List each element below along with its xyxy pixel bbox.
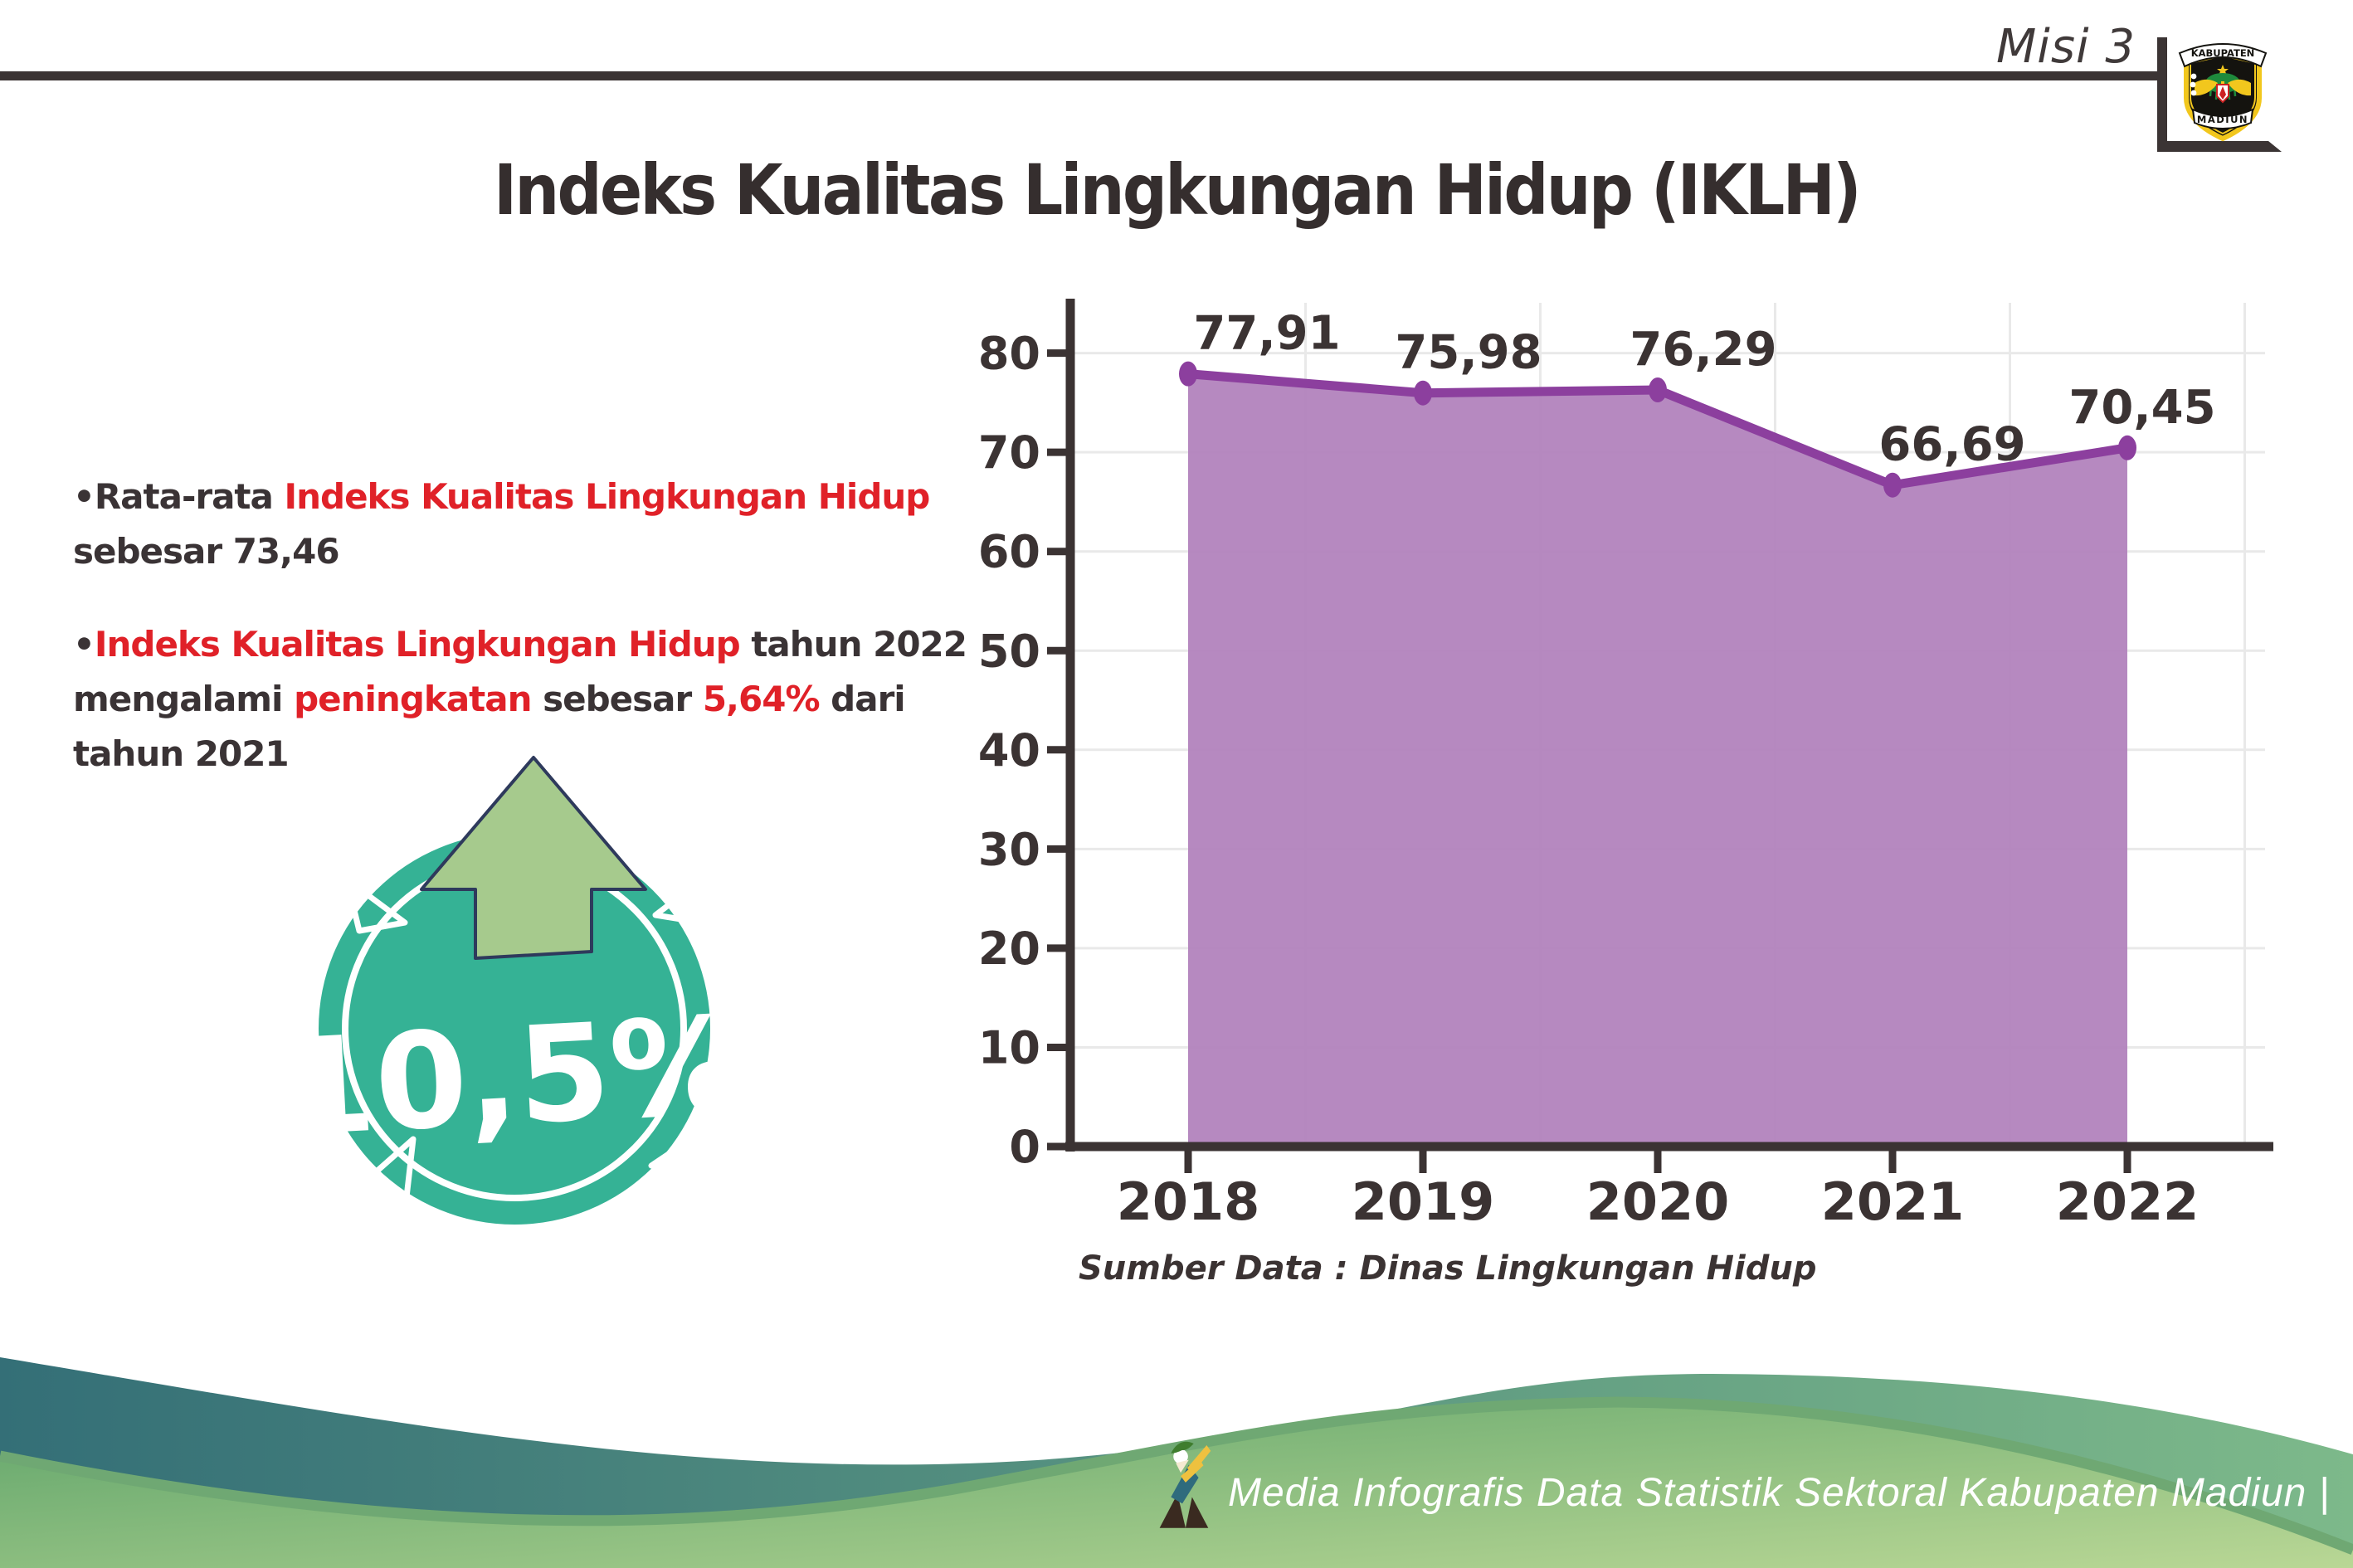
page-title: Indeks Kualitas Lingkungan Hidup (IKLH) xyxy=(493,149,1862,231)
x-tick-label: 2021 xyxy=(1821,1171,1965,1232)
bullet-text-segment: dari xyxy=(819,679,906,719)
logo-cotton-1 xyxy=(2190,73,2197,80)
y-tick-label: 40 xyxy=(978,724,1040,777)
x-tick-label: 2019 xyxy=(1352,1171,1495,1232)
logo-ribbon-bottom-text: MADIUN xyxy=(2197,114,2248,125)
logo-shield-inner-trim xyxy=(2190,54,2256,135)
bullet-list: •Rata-rata Indeks Kualitas Lingkungan Hi… xyxy=(73,470,1035,820)
kabupaten-madiun-logo: KABUPATEN MADIUN xyxy=(2178,43,2268,142)
logo-banner-top-text: KABUPATEN xyxy=(2191,47,2255,59)
green-wave-edge xyxy=(0,1396,2353,1556)
footer-waves xyxy=(0,1357,2353,1568)
logo-banner-top xyxy=(2178,43,2268,68)
y-tick-label: 10 xyxy=(978,1021,1040,1074)
x-tick-label: 2020 xyxy=(1586,1171,1730,1232)
mascot-scarf xyxy=(1176,1459,1189,1473)
bullet-text-segment: Indeks Kualitas Lingkungan Hidup xyxy=(94,624,741,665)
mascot-leg-left xyxy=(1159,1493,1186,1528)
x-tick-label: 2022 xyxy=(2056,1171,2200,1232)
data-point-marker xyxy=(1179,361,1197,387)
data-point-marker xyxy=(1883,472,1902,498)
mascot-arm-lower xyxy=(1181,1459,1204,1483)
footer-credit: Media Infografis Data Statistik Sektoral… xyxy=(1228,1471,2331,1515)
y-tick-label: 80 xyxy=(978,328,1040,380)
badge-spark-top-right xyxy=(652,869,715,927)
bullet-text-segment: sebesar xyxy=(531,679,703,719)
data-value-label: 75,98 xyxy=(1395,326,1542,380)
y-tick-label: 70 xyxy=(978,426,1040,479)
bullet-text-segment: tahun 2021 xyxy=(73,733,290,774)
bullet-line: •Rata-rata Indeks Kualitas Lingkungan Hi… xyxy=(73,470,1035,524)
data-point-marker xyxy=(1649,377,1667,402)
logo-wing-left xyxy=(2195,79,2218,96)
chart-source-note: Sumber Data : Dinas Lingkungan Hidup xyxy=(1079,1249,1816,1288)
bullet-text-segment: sebesar 73,46 xyxy=(73,531,340,572)
bullet-line: sebesar 73,46 xyxy=(73,524,1035,579)
iklh-area-chart: 0 10 20 30 40 50 60 70 80 2018 2019 2020 2021 2022 77,… xyxy=(978,299,2273,1288)
y-tick-label: 0 xyxy=(1009,1121,1040,1173)
bullet-item: •Rata-rata Indeks Kualitas Lingkungan Hi… xyxy=(73,470,1035,579)
bullet-line: •Indeks Kualitas Lingkungan Hidup tahun … xyxy=(73,617,1035,672)
misi-label: Misi 3 xyxy=(1995,20,2136,74)
data-value-label: 76,29 xyxy=(1630,323,1776,377)
y-tick-label: 30 xyxy=(978,823,1040,875)
bullet-text-segment: tahun 2022 xyxy=(739,624,967,665)
badge-spark-bottom-right xyxy=(648,1123,713,1175)
bullet-line: tahun 2021 xyxy=(73,727,1035,782)
mascot-leg-right xyxy=(1185,1497,1209,1528)
green-wave xyxy=(0,1402,2353,1568)
bullet-text-segment: Indeks Kualitas Lingkungan Hidup xyxy=(284,476,930,517)
mascot-icon xyxy=(1159,1441,1211,1528)
increase-badge: 10,5% xyxy=(282,756,747,1225)
logo-cotton-3 xyxy=(2190,90,2197,96)
bullet-text-segment: mengalami xyxy=(73,679,295,719)
y-tick-label: 50 xyxy=(978,625,1040,677)
y-tick-label: 60 xyxy=(978,526,1040,578)
mascot-head xyxy=(1173,1449,1188,1464)
logo-wing-right xyxy=(2228,79,2251,96)
bullet-line: mengalami peningkatan sebesar 5,64% dari xyxy=(73,672,1035,727)
logo-bracket-vertical xyxy=(2157,37,2167,151)
x-tick-label: 2018 xyxy=(1117,1171,1260,1232)
logo-cotton-2 xyxy=(2190,81,2196,88)
bullet-text-segment: •Rata-rata xyxy=(73,476,285,517)
logo-bracket-horizontal xyxy=(2157,141,2282,152)
logo-ribbon-bottom xyxy=(2191,108,2254,129)
badge-value: 10,5% xyxy=(282,987,747,1166)
logo-center-spear xyxy=(2219,86,2226,100)
y-tick-label: 20 xyxy=(978,923,1040,975)
bullet-text-segment: • xyxy=(73,624,95,665)
badge-spark-bottom-left xyxy=(353,1136,417,1200)
badge-spark-top-left xyxy=(343,876,408,934)
logo-star-icon xyxy=(2217,65,2229,75)
data-value-label: 66,69 xyxy=(1878,418,2025,472)
mascot-hat xyxy=(1171,1441,1194,1454)
data-value-label: 70,45 xyxy=(2068,381,2215,435)
area-fill xyxy=(1188,373,2127,1147)
header-rule xyxy=(0,71,2162,80)
data-point-marker xyxy=(1414,380,1432,406)
data-point-marker xyxy=(2118,435,2136,460)
badge-circle xyxy=(319,833,710,1225)
bullet-text-segment: 5,64% xyxy=(702,679,821,719)
bullet-text-segment: peningkatan xyxy=(294,679,532,719)
bullet-item: •Indeks Kualitas Lingkungan Hidup tahun … xyxy=(73,617,1035,782)
up-arrow-icon xyxy=(420,756,647,960)
data-value-label: 77,91 xyxy=(1193,307,1340,361)
